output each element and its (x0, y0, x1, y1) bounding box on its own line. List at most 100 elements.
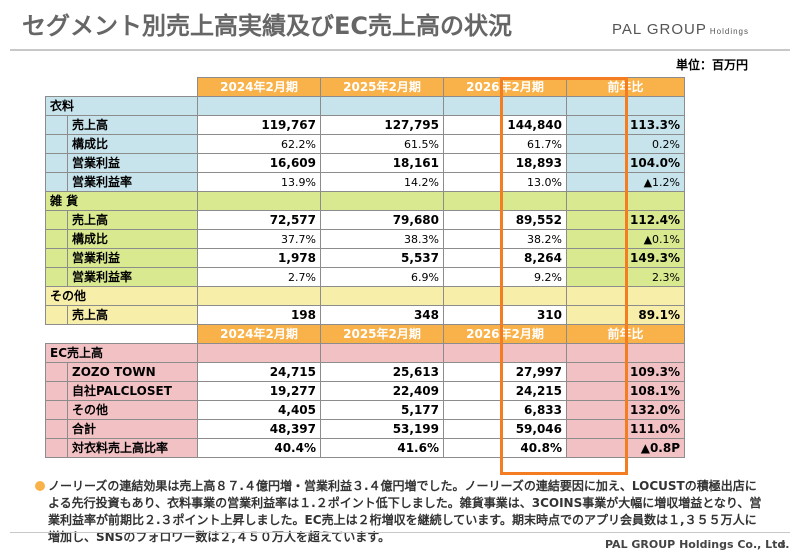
category-band (45, 134, 68, 154)
value-cell: 14.2% (320, 172, 444, 192)
section-label: EC売上高 (45, 343, 198, 363)
section-header-row: その他 (45, 286, 685, 306)
value-cell: 113.3% (566, 115, 685, 135)
value-cell: ▲0.8P (566, 438, 685, 458)
section-fill-cell (320, 191, 444, 211)
row-label: 売上高 (67, 305, 198, 325)
value-cell: 38.2% (443, 229, 567, 249)
row-label: 構成比 (67, 229, 198, 249)
value-cell: 53,199 (320, 419, 444, 439)
section-fill-cell (443, 96, 567, 116)
value-cell: 61.5% (320, 134, 444, 154)
commentary-note: ノーリーズの連結効果は売上高８７.４億円増・営業利益３.４億円増でした。ノーリー… (35, 478, 768, 546)
ec-header-row: 2024年2月期 2025年2月期 2026年2月期 前年比 (46, 324, 685, 344)
value-cell: 127,795 (320, 115, 444, 135)
value-cell: 149.3% (566, 248, 685, 268)
value-cell: 25,613 (320, 362, 444, 382)
section-fill-cell (197, 96, 321, 116)
value-cell: ▲1.2% (566, 172, 685, 192)
value-cell: 108.1% (566, 381, 685, 401)
row-label: 自社PALCLOSET (67, 381, 198, 401)
value-cell: 2.3% (566, 267, 685, 287)
category-band (45, 229, 68, 249)
value-cell: 144,840 (443, 115, 567, 135)
page-number: 8 (780, 541, 786, 551)
section-fill-cell (197, 286, 321, 306)
page-title: セグメント別売上高実績及びEC売上高の状況 (22, 12, 513, 40)
logo-main: PAL GROUP (612, 21, 707, 38)
company-logo: PAL GROUP Holdings (612, 21, 749, 39)
section-label: その他 (45, 286, 198, 306)
row-label: 対衣料売上高比率 (67, 438, 198, 458)
row-label: 売上高 (67, 115, 198, 135)
value-cell: 48,397 (197, 419, 321, 439)
category-band (45, 362, 68, 382)
section-label: 衣料 (45, 96, 198, 116)
footer-divider (10, 532, 790, 533)
section-fill-cell (197, 191, 321, 211)
value-cell: 198 (197, 305, 321, 325)
title-divider (10, 49, 790, 51)
row-label: 営業利益率 (67, 172, 198, 192)
value-cell: 1,978 (197, 248, 321, 268)
column-header: 2026年2月期 (443, 77, 567, 97)
value-cell: 132.0% (566, 400, 685, 420)
table-row: 売上高 198 348 310 89.1% (45, 305, 685, 325)
section-fill-cell (443, 191, 567, 211)
segment-sales-table: 2024年2月期 2025年2月期 2026年2月期 前年比 衣料 売上高 119,767 1… (45, 77, 685, 458)
header-blank (46, 325, 198, 344)
table-row: 営業利益率 2.7% 6.9% 9.2% 2.3% (45, 267, 685, 287)
table-row: 営業利益率 13.9% 14.2% 13.0% ▲1.2% (45, 172, 685, 192)
table-row: 対衣料売上高比率 40.4% 41.6% 40.8% ▲0.8P (45, 438, 685, 458)
section-fill-cell (566, 343, 685, 363)
column-header: 2024年2月期 (197, 324, 321, 344)
category-band (45, 267, 68, 287)
value-cell: 16,609 (197, 153, 321, 173)
section-fill-cell (566, 286, 685, 306)
section-fill-cell (320, 286, 444, 306)
section-fill-cell (443, 343, 567, 363)
value-cell: 19,277 (197, 381, 321, 401)
category-band (45, 419, 68, 439)
value-cell: 6,833 (443, 400, 567, 420)
value-cell: 59,046 (443, 419, 567, 439)
category-band (45, 438, 68, 458)
category-band (45, 305, 68, 325)
value-cell: 18,893 (443, 153, 567, 173)
value-cell: 61.7% (443, 134, 567, 154)
segment-header-row: 2024年2月期 2025年2月期 2026年2月期 前年比 (46, 77, 685, 97)
column-header: 2025年2月期 (320, 324, 444, 344)
table-row: その他 4,405 5,177 6,833 132.0% (45, 400, 685, 420)
value-cell: 0.2% (566, 134, 685, 154)
value-cell: 18,161 (320, 153, 444, 173)
value-cell: 72,577 (197, 210, 321, 230)
commentary-text: ノーリーズの連結効果は売上高８７.４億円増・営業利益３.４億円増でした。ノーリー… (48, 479, 762, 544)
value-cell: 40.4% (197, 438, 321, 458)
category-band (45, 153, 68, 173)
value-cell: 40.8% (443, 438, 567, 458)
value-cell: 111.0% (566, 419, 685, 439)
section-label: 雑 貨 (45, 191, 198, 211)
value-cell: ▲0.1% (566, 229, 685, 249)
section-header-row: 雑 貨 (45, 191, 685, 211)
value-cell: 22,409 (320, 381, 444, 401)
logo-sub: Holdings (709, 27, 749, 36)
value-cell: 24,715 (197, 362, 321, 382)
column-header: 前年比 (566, 324, 685, 344)
column-header: 2026年2月期 (443, 324, 567, 344)
column-header: 前年比 (566, 77, 685, 97)
header-blank (46, 78, 198, 97)
value-cell: 13.0% (443, 172, 567, 192)
table-row: 営業利益 1,978 5,537 8,264 149.3% (45, 248, 685, 268)
value-cell: 37.7% (197, 229, 321, 249)
row-label: 売上高 (67, 210, 198, 230)
table-row: 売上高 72,577 79,680 89,552 112.4% (45, 210, 685, 230)
value-cell: 112.4% (566, 210, 685, 230)
table-row: 構成比 37.7% 38.3% 38.2% ▲0.1% (45, 229, 685, 249)
value-cell: 27,997 (443, 362, 567, 382)
section-header-row: EC売上高 (45, 343, 685, 363)
value-cell: 5,177 (320, 400, 444, 420)
section-header-row: 衣料 (45, 96, 685, 116)
row-label: その他 (67, 400, 198, 420)
table-row: 合計 48,397 53,199 59,046 111.0% (45, 419, 685, 439)
